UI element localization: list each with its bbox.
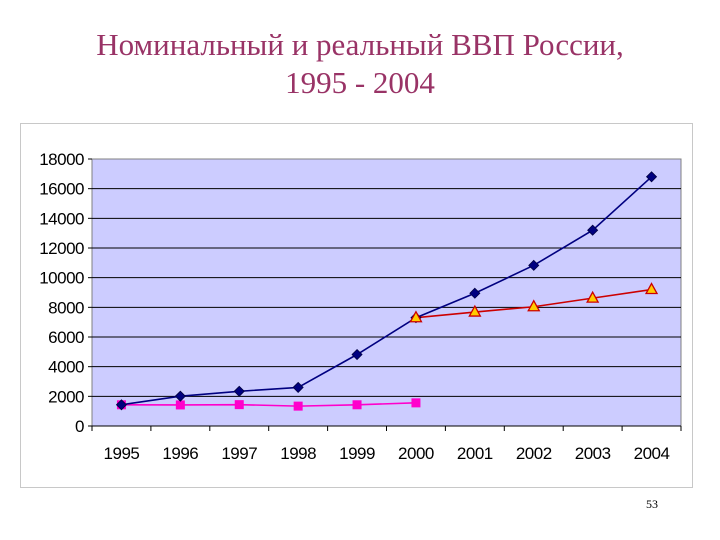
x-tick-label: 2002	[516, 444, 552, 463]
slide-title: Номинальный и реальный ВВП России, 1995 …	[0, 26, 720, 102]
x-tick-label: 2003	[575, 444, 611, 463]
triangle-point	[409, 310, 423, 323]
x-tick-label: 2001	[457, 444, 493, 463]
y-tick-label: 6000	[48, 328, 84, 347]
square-point	[234, 400, 244, 410]
line-chart: 0 2000 4000 6000 8000 10000 12000 14000 16000 180…	[39, 150, 682, 463]
series-layer	[115, 171, 659, 411]
y-tick-label: 8000	[48, 298, 84, 317]
y-axis-ticks: 0 2000 4000 6000 8000 10000 12000 14000 16000 180…	[39, 150, 92, 436]
triangle-point	[586, 290, 600, 303]
diamond-point	[233, 385, 245, 397]
y-tick-label: 2000	[48, 387, 84, 406]
y-tick-label: 0	[75, 417, 84, 436]
triangle-point	[468, 304, 482, 317]
square-point	[352, 400, 362, 410]
x-tick-label: 2000	[398, 444, 434, 463]
square-point	[411, 398, 421, 408]
series-line-0	[121, 176, 653, 406]
page-number: 53	[646, 497, 658, 511]
plot-area	[91, 158, 682, 427]
y-tick-label: 18000	[39, 150, 84, 169]
x-tick-label: 1998	[280, 444, 316, 463]
diamond-point	[115, 399, 128, 411]
x-tick-label: 1996	[162, 444, 198, 463]
diamond-point	[292, 381, 304, 393]
y-tick-label: 16000	[39, 180, 84, 199]
diamond-point	[174, 390, 186, 402]
x-tick-label: 1995	[104, 444, 140, 463]
diamond-point	[528, 259, 540, 271]
diamond-point	[351, 348, 363, 361]
diamond-point	[587, 224, 599, 236]
gridlines	[92, 188, 681, 397]
square-point	[175, 400, 185, 410]
diamond-point	[469, 287, 481, 299]
y-tick-label: 10000	[39, 269, 84, 288]
y-tick-label: 14000	[39, 209, 84, 228]
triangle-point	[644, 282, 659, 295]
triangle-point	[527, 299, 541, 312]
title-line-2: 1995 - 2004	[285, 65, 435, 100]
chart-container: 0 2000 4000 6000 8000 10000 12000 14000 16000 180…	[20, 123, 693, 488]
series-line-1	[121, 402, 416, 407]
x-tick-label: 1997	[221, 444, 257, 463]
x-tick-label: 1999	[339, 444, 375, 463]
title-line-1: Номинальный и реальный ВВП России,	[96, 27, 624, 62]
x-axis-ticks: 1995 1996 1997 1998 1999 2000 2001 2002 2003 2004	[91, 425, 682, 463]
diamond-point	[645, 171, 658, 183]
square-point	[293, 401, 303, 411]
x-tick-label: 2004	[634, 444, 670, 463]
y-tick-label: 4000	[48, 358, 84, 377]
y-tick-label: 12000	[39, 239, 84, 258]
